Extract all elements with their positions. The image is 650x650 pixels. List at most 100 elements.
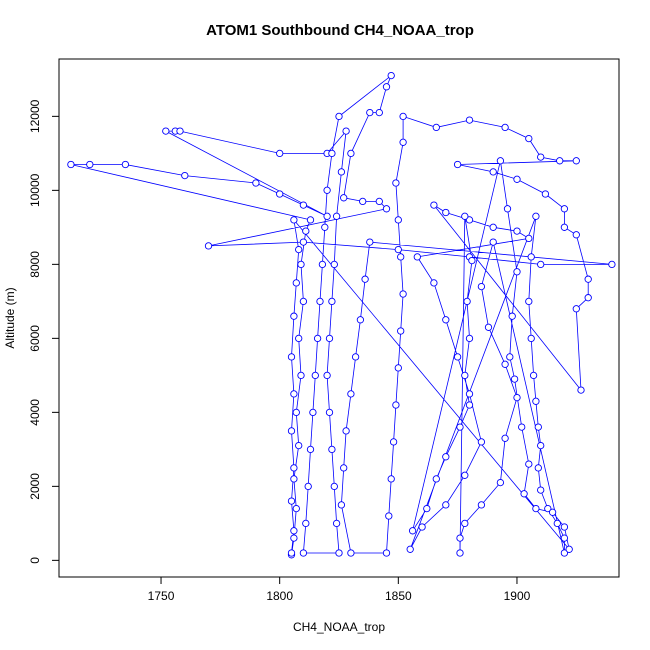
plot-region <box>67 71 616 559</box>
data-point <box>406 545 414 553</box>
data-point <box>465 334 474 343</box>
data-point <box>290 464 298 472</box>
data-point <box>518 423 526 431</box>
data-point <box>477 282 486 291</box>
data-point <box>537 260 545 269</box>
data-point <box>496 157 505 165</box>
data-point <box>392 179 400 187</box>
data-point <box>287 549 296 557</box>
data-point <box>347 549 355 557</box>
data-point <box>548 508 557 516</box>
data-point <box>525 234 533 243</box>
data-point <box>572 231 580 239</box>
data-point <box>418 523 426 531</box>
data-point <box>461 471 469 479</box>
data-point <box>394 364 402 372</box>
data-point <box>461 212 469 220</box>
data-point <box>335 549 343 557</box>
data-point <box>408 527 417 535</box>
data-point <box>465 401 474 409</box>
data-point <box>323 371 331 380</box>
data-point <box>442 316 450 324</box>
data-point <box>382 83 391 91</box>
data-point <box>86 160 94 169</box>
data-point <box>382 205 391 213</box>
data-point <box>397 327 405 335</box>
data-point <box>496 478 505 487</box>
data-point <box>351 353 360 361</box>
y-axis-label: Altitude (m) <box>3 287 17 348</box>
data-point <box>295 334 303 343</box>
plot-frame <box>58 58 620 578</box>
data-point <box>299 238 308 246</box>
data-point <box>304 482 312 491</box>
data-point <box>337 168 346 176</box>
data-point <box>430 279 438 287</box>
data-point <box>347 149 355 158</box>
data-point <box>453 160 462 169</box>
data-point <box>299 297 308 306</box>
x-tick-label: 1850 <box>385 589 412 603</box>
data-point <box>290 527 298 535</box>
data-point <box>335 112 343 121</box>
data-point <box>532 212 540 220</box>
data-point <box>299 201 308 209</box>
y-tick-label: 8000 <box>28 251 42 278</box>
data-point <box>489 223 497 231</box>
data-point <box>527 334 535 343</box>
data-point <box>330 482 338 491</box>
data-point <box>318 260 327 269</box>
data-point <box>397 253 405 261</box>
data-point <box>276 149 284 158</box>
data-point <box>394 216 402 224</box>
data-point <box>361 275 369 283</box>
data-point <box>387 71 395 80</box>
data-point <box>477 438 486 446</box>
data-point <box>503 205 512 213</box>
data-point <box>347 390 355 398</box>
data-point <box>332 519 341 528</box>
data-point <box>513 393 521 402</box>
data-point <box>290 312 298 320</box>
data-point <box>520 490 528 498</box>
data-point <box>323 186 331 194</box>
data-point <box>489 238 497 246</box>
data-point <box>442 501 450 509</box>
data-point <box>356 316 365 324</box>
data-point <box>330 260 338 269</box>
data-point <box>292 279 300 287</box>
data-point <box>484 323 493 331</box>
data-point <box>456 423 464 431</box>
data-point <box>527 253 535 261</box>
data-point <box>290 534 298 542</box>
data-point <box>252 179 260 187</box>
y-axis: 0 2000 4000 6000 8000 10000 12000 <box>28 99 59 564</box>
data-point <box>297 260 305 269</box>
data-point <box>468 256 476 265</box>
data-point <box>316 297 324 306</box>
data-point <box>544 504 552 513</box>
data-point <box>302 519 310 528</box>
data-point <box>432 475 440 483</box>
y-tick-label: 12000 <box>28 99 42 133</box>
data-point <box>306 445 315 454</box>
series-line <box>70 74 612 555</box>
data-point <box>342 427 350 435</box>
data-point <box>387 475 395 483</box>
data-point <box>321 223 329 231</box>
data-point <box>394 245 402 254</box>
x-axis-label: CH4_NOAA_trop <box>293 620 385 634</box>
data-point <box>382 549 391 557</box>
data-point <box>525 134 533 143</box>
data-point <box>399 112 407 121</box>
data-point <box>572 305 580 313</box>
data-point <box>328 149 336 158</box>
data-point <box>513 268 521 276</box>
y-tick-label: 0 <box>28 557 42 564</box>
data-point <box>399 290 407 298</box>
data-point <box>297 371 305 380</box>
data-point <box>525 460 533 468</box>
data-point <box>513 227 521 235</box>
data-point <box>385 512 393 520</box>
data-point <box>295 441 303 450</box>
